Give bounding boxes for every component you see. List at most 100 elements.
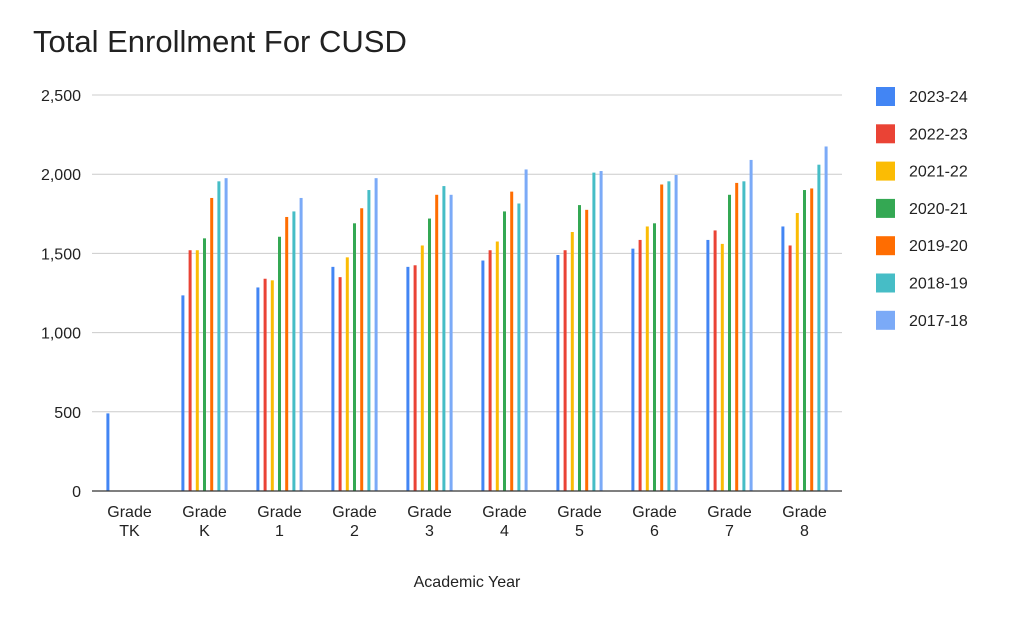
bar <box>653 223 656 491</box>
legend-swatch <box>876 161 895 181</box>
bar <box>592 172 596 491</box>
bar <box>570 232 574 492</box>
legend-item: 2017-18 <box>876 310 968 330</box>
bar <box>781 226 785 492</box>
x-tick-label: Grade 7 <box>707 504 752 540</box>
bar <box>563 250 567 491</box>
bar <box>735 182 739 492</box>
bar <box>374 178 378 491</box>
bar <box>524 169 528 491</box>
bar <box>585 209 589 491</box>
bar <box>728 194 731 492</box>
bar <box>428 218 431 491</box>
bar <box>367 190 371 492</box>
legend-swatch <box>876 273 895 293</box>
bar <box>481 260 485 491</box>
bar <box>413 265 417 491</box>
bar <box>824 146 828 492</box>
bar <box>406 266 410 491</box>
legend-swatch <box>876 310 895 330</box>
bar <box>270 280 274 491</box>
x-tick-label: Grade 8 <box>782 504 827 540</box>
bar <box>292 211 296 491</box>
bar <box>713 230 717 491</box>
bar <box>449 194 453 492</box>
y-tick-label: 1,500 <box>41 246 81 263</box>
bar <box>720 243 724 491</box>
bar <box>217 181 221 491</box>
legend-label: 2018-19 <box>909 276 968 293</box>
bar <box>353 223 356 491</box>
y-tick-label: 1,000 <box>41 326 81 343</box>
legend-label: 2017-18 <box>909 313 968 330</box>
bar <box>360 208 364 492</box>
bar <box>338 277 342 491</box>
bar <box>278 236 281 491</box>
x-tick-label: Grade 6 <box>632 504 677 540</box>
bar <box>788 245 792 491</box>
x-tick-label: Grade K <box>182 504 227 540</box>
x-tick-label: Grade 4 <box>482 504 527 540</box>
bar <box>749 159 753 491</box>
legend-swatch <box>876 236 895 256</box>
bar <box>599 171 603 492</box>
bar <box>795 213 799 491</box>
legend-label: 2022-23 <box>909 126 968 143</box>
chart-title: Total Enrollment For CUSD <box>33 24 407 59</box>
bar <box>181 295 185 491</box>
bar <box>803 190 806 492</box>
bar <box>285 216 289 491</box>
legend-label: 2023-24 <box>909 89 968 106</box>
bar <box>674 174 678 491</box>
bar <box>299 197 303 491</box>
x-tick-label: Grade 2 <box>332 504 377 540</box>
bar <box>556 254 560 491</box>
y-tick-label: 0 <box>72 484 81 501</box>
bar <box>742 181 746 491</box>
bar <box>488 250 492 491</box>
legend-item: 2019-20 <box>876 236 968 256</box>
bar <box>510 191 514 491</box>
x-tick-label: Grade 1 <box>257 504 302 540</box>
bar <box>578 205 581 491</box>
bar <box>210 197 214 491</box>
bar <box>442 186 446 491</box>
legend-swatch <box>876 198 895 218</box>
legend-item: 2022-23 <box>876 124 968 144</box>
bar <box>817 164 821 492</box>
legend-label: 2021-22 <box>909 164 968 181</box>
bar <box>188 250 192 491</box>
y-tick-label: 500 <box>54 405 81 422</box>
bar <box>106 413 110 491</box>
legend-swatch <box>876 87 895 106</box>
y-axis-tick-labels: 0 500 1,000 1,500 2,000 2,500 <box>41 88 81 501</box>
bar <box>345 257 349 491</box>
legend-swatch <box>876 124 895 144</box>
bar <box>667 181 671 491</box>
legend-item: 2023-24 <box>876 87 968 106</box>
bar <box>203 238 206 491</box>
bar <box>503 211 506 491</box>
x-tick-label: Grade 3 <box>407 504 452 540</box>
bar <box>810 188 814 491</box>
bar <box>495 241 499 491</box>
legend-item: 2020-21 <box>876 198 968 218</box>
x-tick-label: Grade 5 <box>557 504 602 540</box>
bar <box>631 248 635 491</box>
bars <box>106 146 828 492</box>
gridlines <box>92 94 842 413</box>
bar <box>256 287 260 491</box>
y-tick-label: 2,500 <box>41 88 81 105</box>
bar <box>645 226 649 492</box>
bar <box>638 239 642 491</box>
bar <box>517 203 521 491</box>
x-axis-title: Academic Year <box>414 574 521 591</box>
y-tick-label: 2,000 <box>41 167 81 184</box>
bar <box>195 250 199 491</box>
bar <box>224 178 228 491</box>
legend-label: 2019-20 <box>909 238 968 255</box>
legend-item: 2018-19 <box>876 273 968 293</box>
x-tick-label: Grade TK <box>107 504 152 540</box>
legend: 2023-24 2022-23 2021-22 2020-21 2019-20 2018-… <box>876 87 968 330</box>
